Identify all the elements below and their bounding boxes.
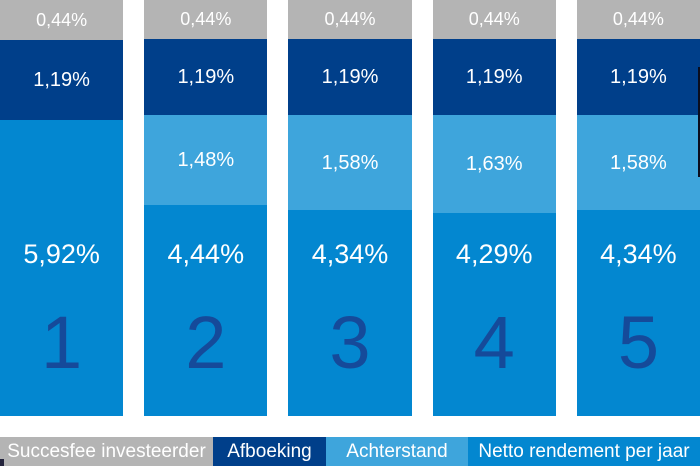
legend-item-achterstand: Achterstand xyxy=(326,437,468,466)
bar-segment-achterstand: 1,63% xyxy=(432,115,556,213)
bar-number: 2 xyxy=(185,300,227,384)
legend: Succesfee investeerder Afboeking Achtersta… xyxy=(0,437,700,466)
bar-segment-succesfee-investeerder: 0,44% xyxy=(144,0,268,39)
stacked-bar-chart: 0,44% 1,19% 5,92% 1 0,44% 1,19% 1,48% 4,44% 2 0,4… xyxy=(0,0,700,416)
bar-segment-achterstand: 1,58% xyxy=(288,115,412,211)
bar-segment-afboeking: 1,19% xyxy=(576,38,700,116)
bar-column-5: 0,44% 1,19% 1,58% 4,34% 5 xyxy=(576,0,700,416)
net-return-value-label: 4,34% xyxy=(311,238,389,269)
bar-segment-netto-rendement-per-jaar: 4,44% 2 xyxy=(144,205,268,416)
segment-value-label: 1,58% xyxy=(321,151,379,174)
bar-segment-afboeking: 1,19% xyxy=(144,38,268,116)
bar-number: 3 xyxy=(329,301,371,384)
segment-value-label: 0,44% xyxy=(36,10,88,31)
bar-segment-netto-rendement-per-jaar: 4,29% 4 xyxy=(432,212,556,416)
segment-value-label: 0,44% xyxy=(324,9,376,30)
legend-item-netto-rendement-per-jaar: Netto rendement per jaar xyxy=(468,437,700,466)
segment-value-label: 1,19% xyxy=(177,66,235,89)
bar-segment-succesfee-investeerder: 0,44% xyxy=(432,0,556,39)
bar-segment-achterstand: 1,48% xyxy=(144,115,268,206)
bar-segment-afboeking: 1,19% xyxy=(0,40,124,120)
bar-segment-afboeking: 1,19% xyxy=(432,38,556,116)
bar-segment-netto-rendement-per-jaar: 4,34% 3 xyxy=(288,210,412,416)
legend-label: Afboeking xyxy=(227,441,312,462)
bar-column-2: 0,44% 1,19% 1,48% 4,44% 2 xyxy=(144,0,268,416)
segment-value-label: 1,19% xyxy=(33,68,90,91)
segment-value-label: 0,44% xyxy=(612,9,664,30)
net-return-value-label: 4,34% xyxy=(600,238,677,269)
bar-segment-netto-rendement-per-jaar: 4,34% 5 xyxy=(576,210,700,416)
legend-label: Achterstand xyxy=(346,441,448,462)
bar-segment-succesfee-investeerder: 0,44% xyxy=(0,0,124,41)
net-return-value-label: 4,29% xyxy=(455,238,533,269)
bar-column-1: 0,44% 1,19% 5,92% 1 xyxy=(0,0,124,416)
legend-label: Succesfee investeerder xyxy=(7,441,206,462)
segment-value-label: 1,48% xyxy=(177,149,235,172)
bar-column-4: 0,44% 1,19% 1,63% 4,29% 4 xyxy=(432,0,556,416)
bar-column-3: 0,44% 1,19% 1,58% 4,34% 3 xyxy=(288,0,412,416)
segment-value-label: 1,19% xyxy=(321,66,379,89)
bar-number: 5 xyxy=(617,301,659,384)
net-return-value-label: 5,92% xyxy=(23,238,100,269)
bar-number: 1 xyxy=(41,301,83,384)
segment-value-label: 1,19% xyxy=(465,66,523,89)
legend-item-afboeking: Afboeking xyxy=(213,437,326,466)
bar-segment-achterstand: 1,58% xyxy=(576,115,700,211)
bar-segment-netto-rendement-per-jaar: 5,92% 1 xyxy=(0,119,124,416)
legend-item-succesfee-investeerder: Succesfee investeerder xyxy=(0,437,213,466)
bar-segment-afboeking: 1,19% xyxy=(288,38,412,116)
segment-value-label: 1,63% xyxy=(465,152,523,175)
net-return-value-label: 4,44% xyxy=(167,238,245,269)
bar-number: 4 xyxy=(473,301,515,384)
crop-artifact-bottom-left xyxy=(0,459,4,466)
legend-label: Netto rendement per jaar xyxy=(478,441,690,462)
bar-segment-succesfee-investeerder: 0,44% xyxy=(288,0,412,39)
segment-value-label: 0,44% xyxy=(180,9,232,30)
segment-value-label: 1,19% xyxy=(610,66,667,89)
crop-artifact-right-edge xyxy=(698,67,700,177)
segment-value-label: 0,44% xyxy=(468,9,520,30)
segment-value-label: 1,58% xyxy=(610,151,667,174)
bar-segment-succesfee-investeerder: 0,44% xyxy=(576,0,700,39)
